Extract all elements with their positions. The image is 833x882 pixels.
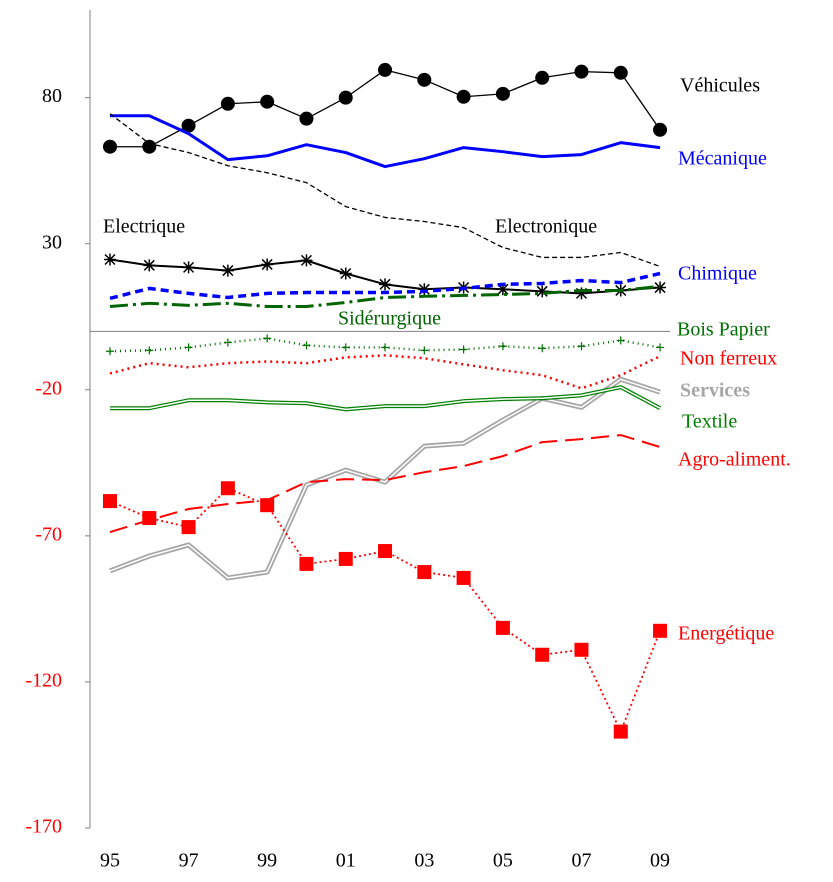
marker [495,620,510,635]
marker [418,283,431,296]
series-line [109,271,661,301]
marker [381,343,390,352]
marker [142,139,157,154]
marker [182,261,195,274]
marker [260,498,275,513]
marker [181,520,196,535]
marker [574,642,589,657]
marker [338,551,353,566]
series-label: Services [680,380,750,402]
marker [574,64,589,79]
marker [223,338,232,347]
marker [498,342,507,351]
marker [459,345,468,354]
marker [145,346,154,355]
marker [302,341,311,350]
marker [221,264,234,277]
y-tick-label: 30 [42,231,62,253]
marker [341,343,350,352]
marker [378,62,393,77]
marker [260,94,275,109]
marker [417,72,432,87]
marker [420,346,429,355]
x-tick-label: 05 [493,850,513,872]
series-label: Véhicules [680,75,760,97]
x-tick-label: 07 [571,850,591,872]
marker [613,724,628,739]
marker [106,347,114,356]
x-tick-label: 09 [650,850,670,872]
marker [339,267,352,280]
marker [417,565,432,580]
marker [184,343,193,352]
series-line [109,434,661,534]
marker [142,511,157,526]
marker [299,111,314,126]
series-line-inner [110,386,661,411]
marker [263,334,272,343]
marker [103,494,117,509]
series-label: Chimique [678,263,757,285]
series-label: Energétique [678,623,774,645]
series-label: Bois Papier [677,319,770,341]
series-line [109,337,661,353]
y-tick-label: 80 [42,85,62,107]
marker [143,259,156,272]
series-line [109,113,661,268]
marker [456,89,471,104]
marker [653,623,668,638]
series-label: Non ferreux [680,348,777,370]
marker [378,544,393,559]
marker [538,344,547,353]
x-tick-label: 95 [100,850,120,872]
marker [613,65,628,80]
marker [577,342,586,351]
marker [338,90,353,105]
series-label: Electrique [103,216,185,238]
y-tick-label: -70 [35,523,62,545]
series-label: Sidérurgique [338,308,441,330]
marker [379,278,392,291]
marker [103,139,117,154]
marker [181,118,196,133]
x-tick-label: 97 [179,850,199,872]
x-tick-label: 03 [414,850,434,872]
marker [220,96,235,111]
series-label: Agro-aliment. [678,449,791,471]
marker [535,70,550,85]
marker [299,556,314,571]
marker [656,343,665,352]
series-line [110,114,661,169]
x-tick-label: 01 [336,850,356,872]
y-tick-label: -170 [25,816,62,838]
series-line [109,284,661,309]
marker [496,283,509,296]
marker [261,258,274,271]
marker [575,287,588,300]
marker [495,86,510,101]
marker [536,285,549,298]
series-label: Textile [682,411,737,433]
series-line-inner [109,378,661,579]
marker [456,570,471,585]
y-tick-label: -120 [25,670,62,692]
marker [104,253,116,266]
marker [535,647,550,662]
series-line [109,354,661,390]
series-label: Electronique [495,216,597,238]
marker [653,122,668,137]
marker [616,336,625,345]
marker [220,481,235,496]
x-tick-label: 99 [257,850,277,872]
marker [300,254,313,267]
series-label: Mécanique [678,148,767,170]
y-tick-label: -20 [35,377,62,399]
